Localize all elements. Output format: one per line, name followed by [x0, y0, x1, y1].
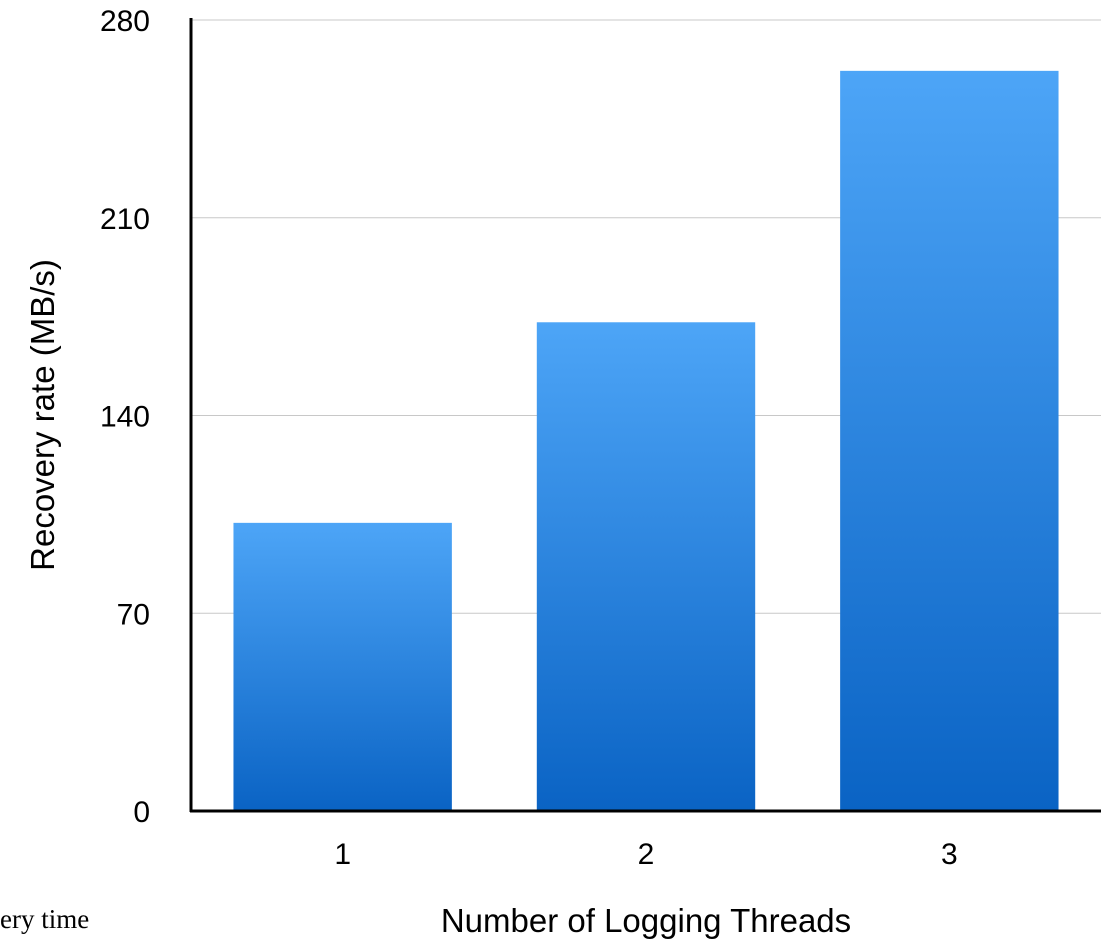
x-axis-title: Number of Logging Threads — [441, 902, 851, 939]
bar-3 — [840, 70, 1059, 812]
x-tick-labels: 1 2 3 — [334, 838, 957, 871]
y-tick-label: 0 — [133, 796, 150, 829]
y-tick-label: 280 — [100, 5, 150, 38]
y-tick-label: 70 — [117, 598, 150, 631]
bars — [233, 70, 1059, 812]
y-tick-label: 210 — [100, 203, 150, 236]
page-fragment-text: ery time — [0, 904, 89, 934]
y-tick-label: 140 — [100, 401, 150, 434]
bar-2 — [536, 322, 756, 811]
x-tick-label: 1 — [334, 838, 351, 871]
y-tick-labels: 0 70 140 210 280 — [100, 5, 150, 829]
x-tick-label: 3 — [941, 838, 958, 871]
x-tick-label: 2 — [638, 838, 655, 871]
y-axis-title: Recovery rate (MB/s) — [24, 259, 61, 571]
bar-1 — [233, 522, 452, 811]
